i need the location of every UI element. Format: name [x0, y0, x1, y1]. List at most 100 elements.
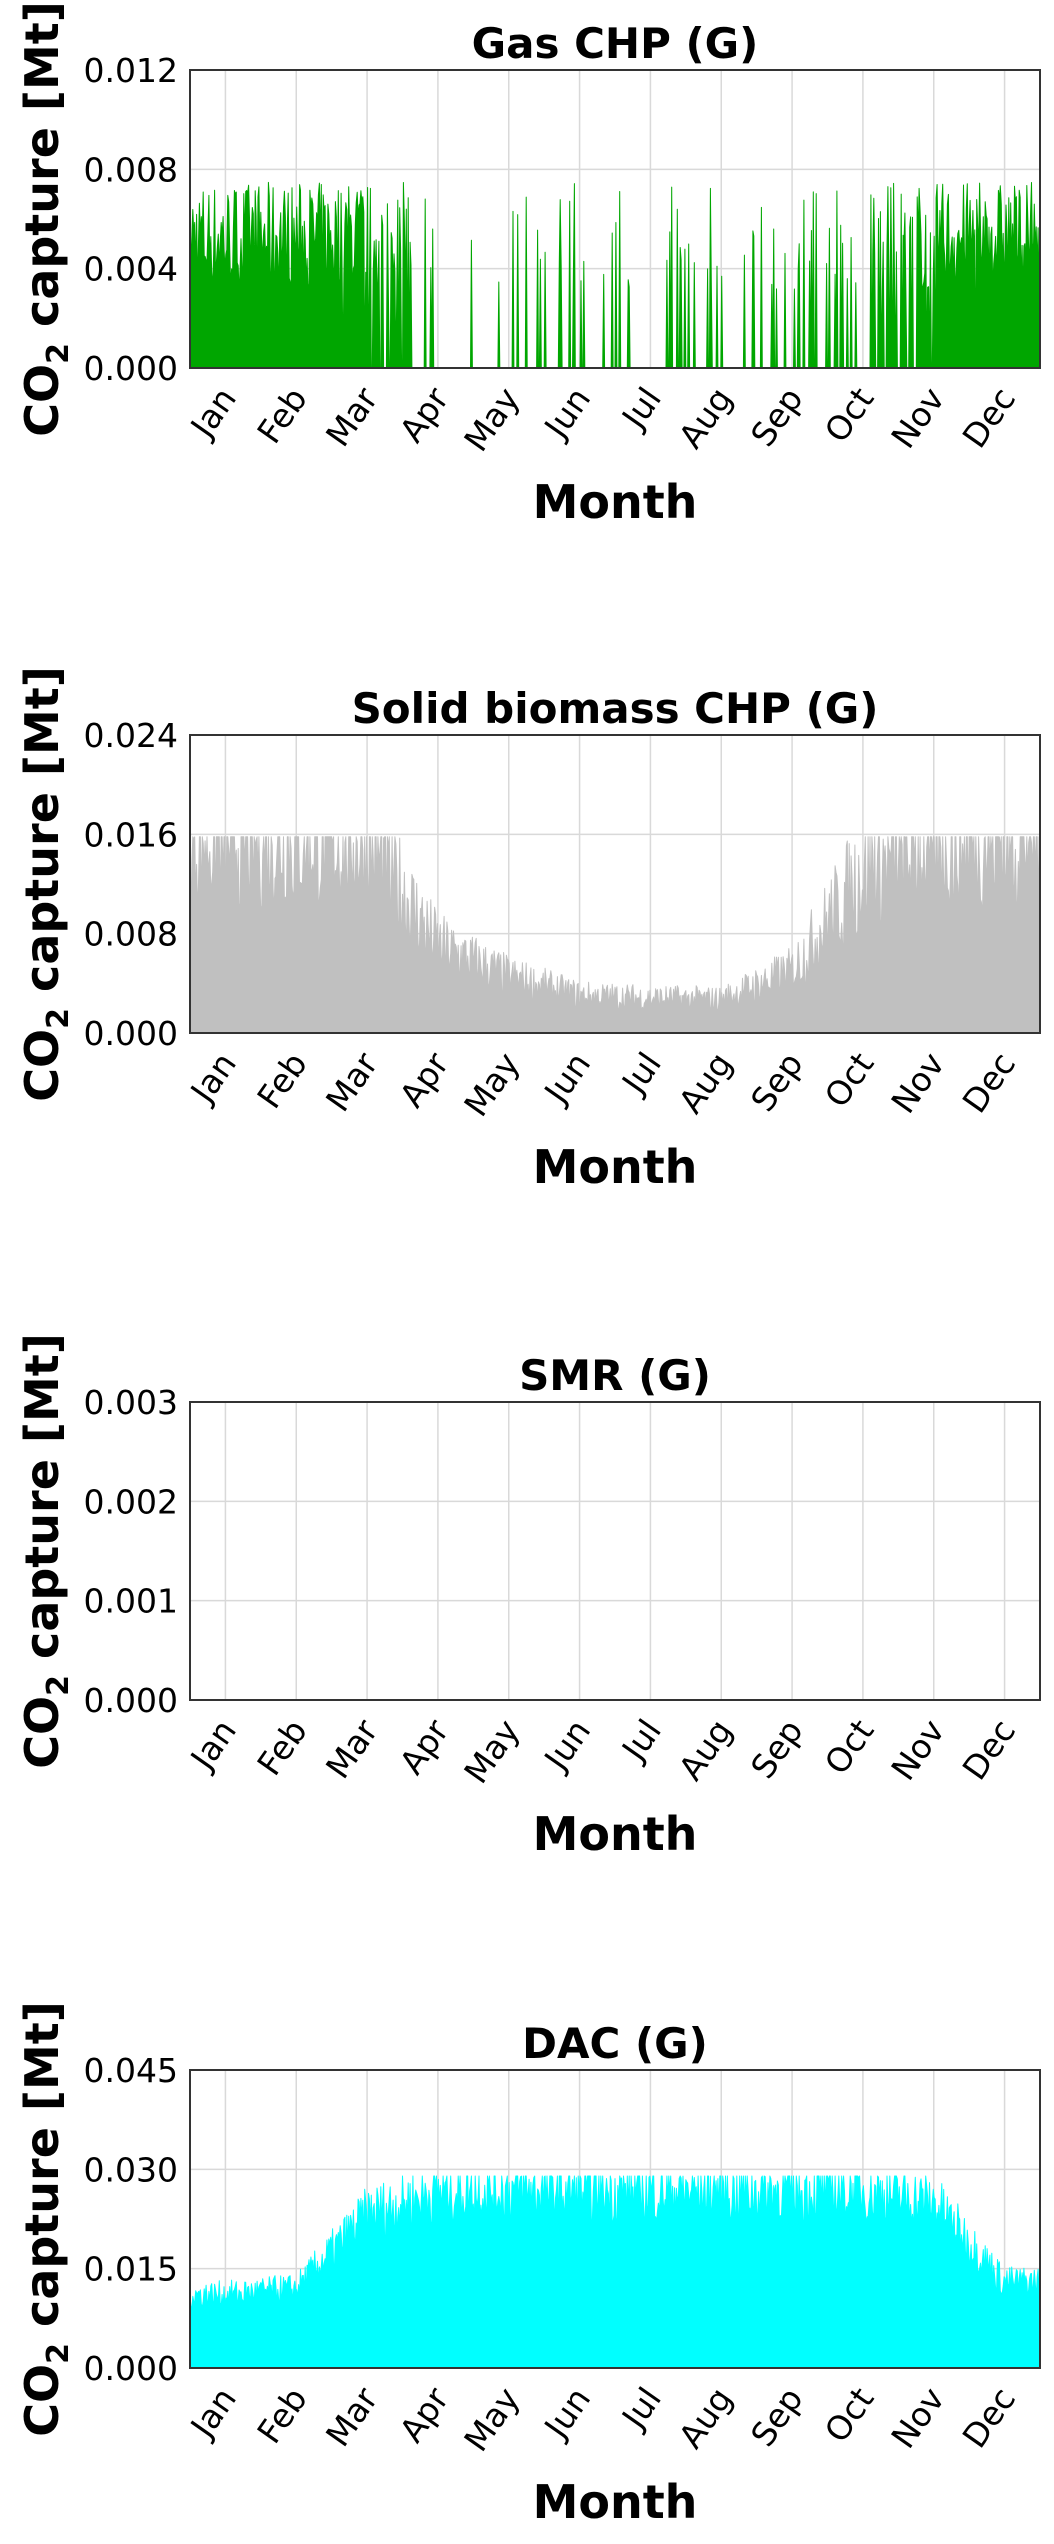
y-tick-label: 0.030 [84, 2150, 178, 2189]
x-tick-label: Apr [392, 2380, 457, 2449]
x-tick-label: Oct [817, 1045, 882, 1114]
y-tick-label: 0.003 [84, 1383, 178, 1422]
x-tick-label: Aug [671, 1045, 740, 1120]
x-tick-label: Sep [743, 1045, 811, 1118]
x-tick-label: Sep [743, 380, 811, 453]
y-axis-label: CO2 capture [Mt] [15, 2001, 76, 2436]
chart-panel-2: Solid biomass CHP (G) 0.000 0.008 0.016 0.02… [15, 666, 1041, 1194]
x-tick-label: Jun [535, 1045, 598, 1111]
x-tick-label: May [456, 2380, 527, 2458]
x-axis-label: Month [533, 1140, 698, 1194]
x-axis-label: Month [533, 2475, 698, 2529]
x-tick-label: Jul [613, 2380, 669, 2437]
x-tick-label: Mar [318, 2380, 386, 2454]
y-axis-label-rest: capture [Mt] [15, 2001, 69, 2343]
x-tick-label: Dec [955, 2380, 1024, 2455]
chart-title: DAC (G) [522, 2019, 708, 2068]
x-tick-label: Jan [182, 380, 244, 446]
y-axis-label-subscript: 2 [41, 343, 76, 364]
plot-frame [189, 69, 1041, 369]
x-axis-label: Month [533, 475, 698, 529]
x-tick-label: Feb [249, 2380, 314, 2450]
plot-frame [189, 734, 1041, 1034]
x-tick-label: Jun [535, 1712, 598, 1778]
y-axis-label-main: CO [15, 1029, 69, 1102]
y-axis-label-main: CO [15, 1696, 69, 1769]
x-tick-label: Oct [817, 380, 882, 449]
x-tick-label: Oct [817, 1712, 882, 1781]
x-tick-label: Jun [535, 2380, 598, 2446]
y-tick-label: 0.008 [84, 915, 178, 954]
x-tick-label: Nov [883, 380, 952, 455]
x-tick-label: Jul [613, 1045, 669, 1102]
x-tick-label: Apr [392, 1045, 457, 1114]
x-tick-label: Aug [671, 2380, 740, 2455]
y-axis-label-rest: capture [Mt] [15, 666, 69, 1008]
y-axis-label-rest: capture [Mt] [15, 1, 69, 343]
y-tick-label: 0.016 [84, 815, 178, 854]
y-axis-label-subscript: 2 [41, 1008, 76, 1029]
x-tick-label: Sep [743, 2380, 811, 2453]
x-tick-label: Aug [671, 380, 740, 455]
y-tick-label: 0.045 [84, 2051, 178, 2090]
y-axis-label: CO2 capture [Mt] [15, 1, 76, 436]
x-tick-label: Jan [182, 1712, 244, 1778]
x-tick-label: Mar [318, 380, 386, 454]
x-tick-label: Dec [955, 1712, 1024, 1787]
x-tick-label: Mar [318, 1712, 386, 1786]
x-tick-label: Nov [883, 1045, 952, 1120]
y-axis-label-subscript: 2 [41, 1675, 76, 1696]
x-tick-label: May [456, 1045, 527, 1123]
y-tick-label: 0.000 [84, 1014, 178, 1053]
plot-frame [189, 1401, 1041, 1701]
x-tick-label: May [456, 380, 527, 458]
x-tick-label: Jul [613, 1712, 669, 1769]
chart-title: Gas CHP (G) [472, 19, 759, 68]
y-axis-label: CO2 capture [Mt] [15, 666, 76, 1101]
x-tick-label: Aug [671, 1712, 740, 1787]
x-tick-label: Apr [392, 1712, 457, 1781]
y-axis-label-subscript: 2 [41, 2343, 76, 2364]
x-tick-label: Feb [249, 380, 314, 450]
y-tick-label: 0.004 [84, 250, 178, 289]
x-tick-label: Dec [955, 380, 1024, 455]
y-axis-label-rest: capture [Mt] [15, 1333, 69, 1675]
series-area [189, 181, 1041, 369]
chart-title: Solid biomass CHP (G) [352, 684, 879, 733]
y-tick-label: 0.024 [84, 716, 178, 755]
x-tick-label: Nov [883, 2380, 952, 2455]
y-axis-label-main: CO [15, 364, 69, 437]
series-area [189, 2175, 1041, 2369]
y-tick-label: 0.000 [84, 349, 178, 388]
y-tick-label: 0.002 [84, 1482, 178, 1521]
x-tick-label: Oct [817, 2380, 882, 2449]
x-tick-label: Feb [249, 1712, 314, 1782]
chart-title: SMR (G) [519, 1351, 711, 1400]
y-tick-label: 0.012 [84, 51, 178, 90]
y-tick-label: 0.000 [84, 2349, 178, 2388]
y-axis-label-main: CO [15, 2364, 69, 2437]
x-tick-label: Jan [182, 2380, 244, 2446]
x-tick-label: Dec [955, 1045, 1024, 1120]
x-tick-label: Feb [249, 1045, 314, 1115]
x-tick-label: May [456, 1712, 527, 1790]
plot-frame [189, 2069, 1041, 2369]
x-tick-label: Mar [318, 1045, 386, 1119]
x-tick-label: Jun [535, 380, 598, 446]
x-axis-label: Month [533, 1807, 698, 1861]
y-axis-label: CO2 capture [Mt] [15, 1333, 76, 1768]
x-tick-label: Apr [392, 380, 457, 449]
y-tick-label: 0.001 [84, 1582, 178, 1621]
chart-panel-1: Gas CHP (G) 0.000 0.004 0.008 0.012 Jan Feb Mar… [15, 1, 1041, 529]
y-tick-label: 0.008 [84, 150, 178, 189]
y-tick-label: 0.000 [84, 1681, 178, 1720]
series-area [189, 836, 1041, 1034]
x-tick-label: Sep [743, 1712, 811, 1785]
x-tick-label: Jan [182, 1045, 244, 1111]
x-tick-label: Nov [883, 1712, 952, 1787]
x-tick-label: Jul [613, 380, 669, 437]
y-tick-label: 0.015 [84, 2250, 178, 2289]
